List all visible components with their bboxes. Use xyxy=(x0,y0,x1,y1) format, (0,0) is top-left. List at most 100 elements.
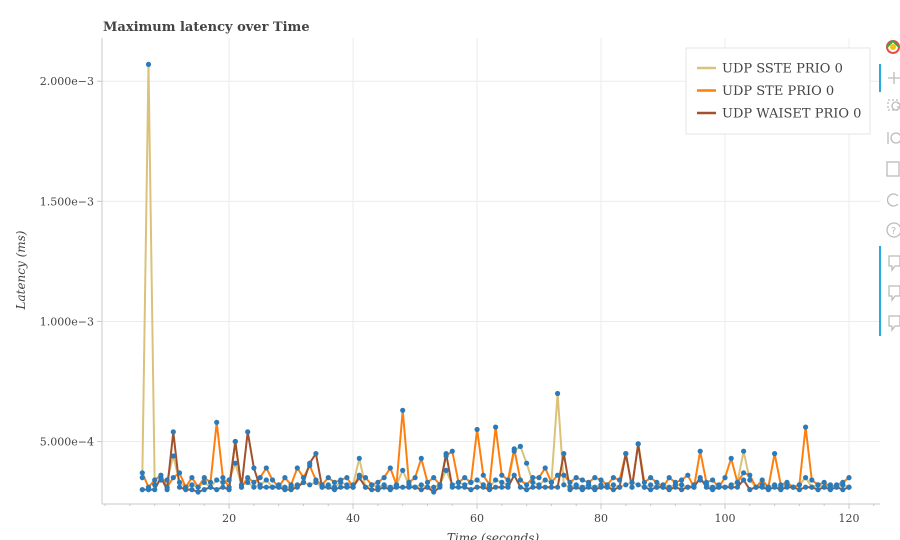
x-tick-label: 60 xyxy=(470,512,484,525)
data-point xyxy=(362,484,369,490)
data-point xyxy=(790,484,796,490)
data-point xyxy=(796,487,803,493)
hover-tool-icon-3[interactable] xyxy=(888,315,900,332)
data-point xyxy=(176,470,183,476)
data-point xyxy=(499,472,505,478)
legend-label: UDP WAISET PRIO 0 xyxy=(722,107,861,122)
data-point xyxy=(511,472,517,478)
data-point xyxy=(170,429,176,435)
toolbar-active-bar-top xyxy=(879,64,881,92)
data-point xyxy=(679,487,685,493)
data-point xyxy=(821,479,827,485)
data-point xyxy=(480,484,486,490)
data-point xyxy=(796,482,803,488)
data-point xyxy=(263,484,269,490)
data-point xyxy=(542,477,548,483)
data-point xyxy=(555,484,561,490)
legend-item[interactable]: UDP SSTE PRIO 0 xyxy=(697,62,843,77)
data-point xyxy=(486,487,493,493)
data-point xyxy=(697,448,703,454)
data-point xyxy=(561,482,567,488)
data-point xyxy=(257,484,263,490)
data-point xyxy=(666,475,672,481)
hover-tool-icon-1[interactable] xyxy=(888,255,900,272)
pan-tool-icon[interactable] xyxy=(888,72,900,84)
data-point xyxy=(728,455,734,461)
data-point xyxy=(561,472,567,478)
data-point xyxy=(313,451,319,457)
data-point xyxy=(666,487,672,493)
data-point xyxy=(579,487,586,493)
data-point xyxy=(548,484,555,490)
data-point xyxy=(840,479,846,485)
data-point xyxy=(387,487,393,493)
y-tick-label: 5.000e−4 xyxy=(40,436,94,449)
help-tool-icon[interactable]: ? xyxy=(886,222,900,238)
data-point xyxy=(232,460,238,466)
data-point xyxy=(827,487,834,493)
data-point xyxy=(834,484,840,490)
legend[interactable]: UDP SSTE PRIO 0 UDP STE PRIO 0 UDP WAISET … xyxy=(685,47,871,135)
data-point xyxy=(381,484,387,490)
data-point xyxy=(152,487,158,493)
data-point xyxy=(747,477,753,483)
data-point xyxy=(623,482,629,488)
data-point xyxy=(269,477,276,483)
save-tool-icon[interactable] xyxy=(886,161,900,177)
data-point xyxy=(226,477,232,483)
data-point xyxy=(375,479,381,485)
data-point xyxy=(697,475,703,481)
x-axis-label: Time (seconds) xyxy=(447,531,540,540)
data-point xyxy=(778,482,784,488)
data-point xyxy=(207,484,214,490)
data-point xyxy=(220,484,226,490)
data-point xyxy=(536,484,542,490)
data-point xyxy=(536,475,542,481)
bokeh-logo-icon[interactable] xyxy=(886,39,900,54)
data-point xyxy=(319,484,325,490)
data-point xyxy=(189,482,195,488)
data-point xyxy=(245,429,251,435)
data-point xyxy=(325,484,331,490)
data-point xyxy=(325,475,331,481)
data-point xyxy=(245,479,251,485)
data-point xyxy=(598,477,604,483)
data-point xyxy=(846,475,852,481)
reset-tool-icon[interactable] xyxy=(886,193,899,207)
data-point xyxy=(238,484,245,490)
data-point xyxy=(387,465,393,471)
data-point xyxy=(418,482,424,488)
data-point xyxy=(703,484,710,490)
legend-item[interactable]: UDP STE PRIO 0 xyxy=(697,84,834,99)
data-point xyxy=(195,484,201,490)
data-point xyxy=(276,484,282,490)
data-point xyxy=(245,475,251,481)
data-point xyxy=(809,477,815,483)
data-point xyxy=(288,487,294,493)
box-zoom-tool-icon[interactable] xyxy=(887,99,900,111)
data-point xyxy=(338,477,344,483)
data-point xyxy=(214,487,220,493)
data-point xyxy=(629,479,635,485)
legend-item[interactable]: UDP WAISET PRIO 0 xyxy=(697,107,861,122)
data-point xyxy=(654,484,660,490)
data-point xyxy=(362,475,369,481)
data-point xyxy=(195,489,201,495)
data-point xyxy=(815,487,821,493)
data-point xyxy=(406,479,412,485)
data-point xyxy=(753,484,759,490)
data-point xyxy=(431,475,437,481)
data-point xyxy=(517,477,524,483)
data-point xyxy=(542,484,548,490)
data-point xyxy=(586,484,592,490)
data-point xyxy=(201,475,207,481)
hover-tool-icon-2[interactable] xyxy=(888,285,900,302)
data-point xyxy=(809,484,815,490)
data-point xyxy=(573,475,579,481)
data-point xyxy=(759,484,765,490)
data-point xyxy=(431,489,437,495)
wheel-zoom-tool-icon[interactable] xyxy=(887,132,900,144)
data-point xyxy=(356,475,362,481)
data-point xyxy=(654,479,660,485)
data-point xyxy=(170,475,176,481)
